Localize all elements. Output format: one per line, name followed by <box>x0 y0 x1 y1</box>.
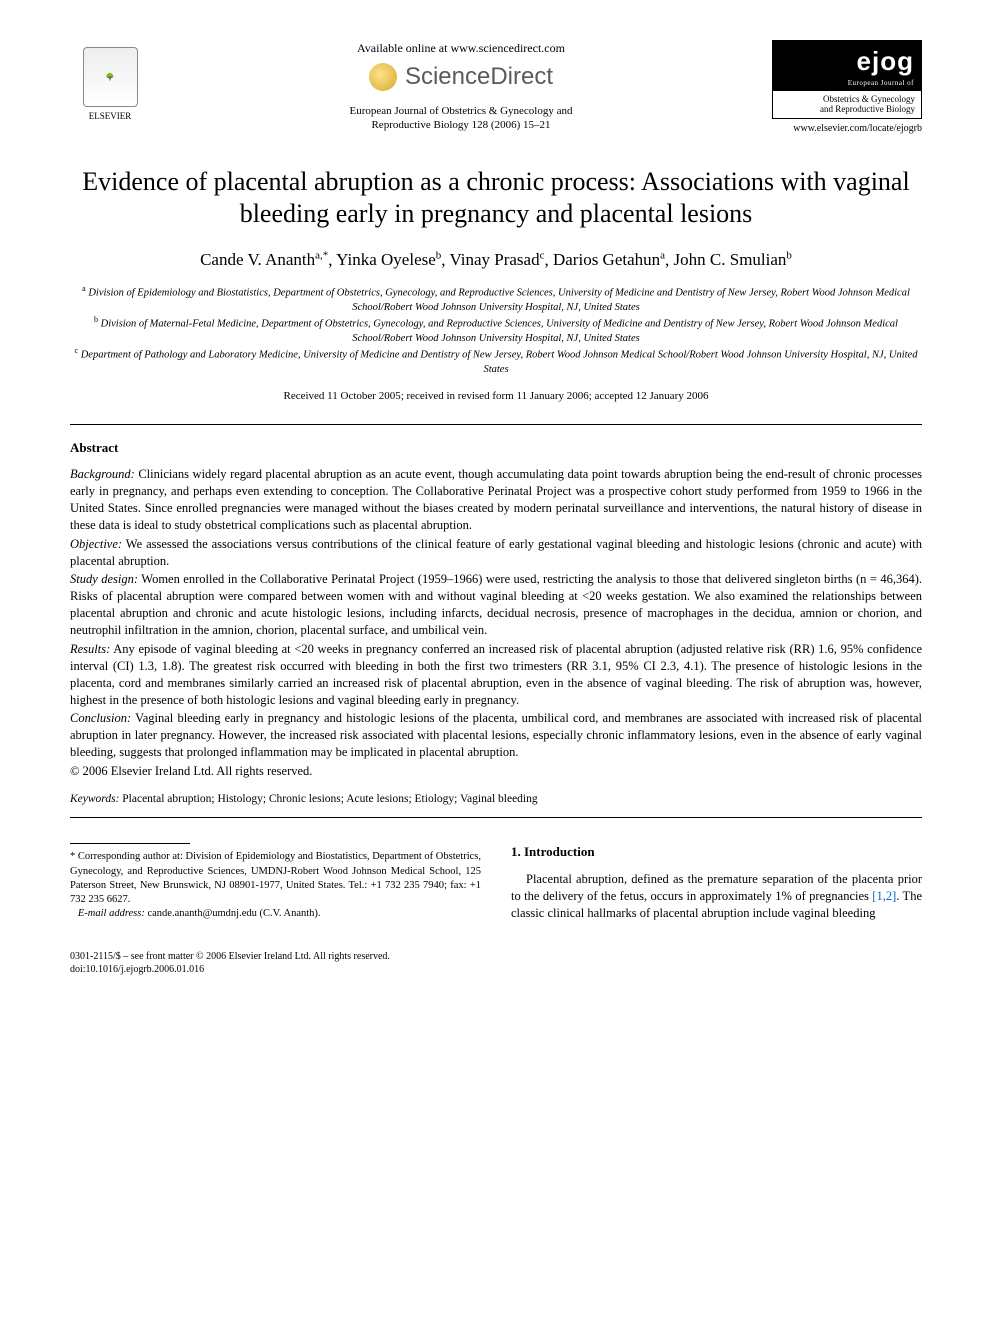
affiliation-a: a Division of Epidemiology and Biostatis… <box>70 284 922 315</box>
intro-text-a: Placental abruption, defined as the prem… <box>511 872 922 903</box>
divider-2 <box>70 817 922 818</box>
corresponding-text: * Corresponding author at: Division of E… <box>70 851 481 905</box>
elsevier-logo: 🌳 ELSEVIER <box>70 40 150 130</box>
affiliation-c: c Department of Pathology and Laboratory… <box>70 346 922 377</box>
affiliation-b: b Division of Maternal-Fetal Medicine, D… <box>70 315 922 346</box>
abstract-conclusion: Conclusion: Vaginal bleeding early in pr… <box>70 710 922 761</box>
conclusion-text: Vaginal bleeding early in pregnancy and … <box>70 711 922 759</box>
two-column-body: * Corresponding author at: Division of E… <box>70 843 922 921</box>
abstract-heading: Abstract <box>70 439 922 457</box>
keywords: Keywords: Placental abruption; Histology… <box>70 792 922 808</box>
sciencedirect-text: ScienceDirect <box>405 61 553 93</box>
background-label: Background: <box>70 467 135 481</box>
author-1: Yinka Oyeleseb <box>336 250 441 269</box>
footer-doi: doi:10.1016/j.ejogrb.2006.01.016 <box>70 963 922 976</box>
journal-ref-line2: Reproductive Biology 128 (2006) 15–21 <box>170 118 752 132</box>
journal-url: www.elsevier.com/locate/ejogrb <box>772 122 922 136</box>
conclusion-label: Conclusion: <box>70 711 131 725</box>
email-footnote: E-mail address: cande.ananth@umdnj.edu (… <box>70 907 481 921</box>
author-2: Vinay Prasadc <box>449 250 544 269</box>
abstract-copyright: © 2006 Elsevier Ireland Ltd. All rights … <box>70 763 922 780</box>
design-label: Study design: <box>70 572 138 586</box>
center-header: Available online at www.sciencedirect.co… <box>150 40 772 132</box>
available-online-text: Available online at www.sciencedirect.co… <box>170 40 752 56</box>
article-dates: Received 11 October 2005; received in re… <box>70 389 922 404</box>
page-header: 🌳 ELSEVIER Available online at www.scien… <box>70 40 922 136</box>
article-title: Evidence of placental abruption as a chr… <box>70 166 922 231</box>
ejog-subtitle-box: Obstetrics & Gynecology and Reproductive… <box>772 91 922 120</box>
sciencedirect-logo: ScienceDirect <box>170 61 752 93</box>
introduction-para1: Placental abruption, defined as the prem… <box>511 871 922 922</box>
ejog-line2: and Reproductive Biology <box>779 104 915 115</box>
ejog-sub: European Journal of <box>780 79 914 88</box>
lightbulb-icon <box>369 63 397 91</box>
journal-ref-line1: European Journal of Obstetrics & Gynecol… <box>170 104 752 118</box>
keywords-label: Keywords: <box>70 793 119 805</box>
corresponding-footnote: * Corresponding author at: Division of E… <box>70 850 481 907</box>
abstract-results: Results: Any episode of vaginal bleeding… <box>70 641 922 709</box>
footnote-divider <box>70 843 190 844</box>
email-label: E-mail address: <box>78 908 145 919</box>
results-text: Any episode of vaginal bleeding at <20 w… <box>70 642 922 707</box>
elsevier-tree-icon: 🌳 <box>83 47 138 107</box>
page-footer: 0301-2115/$ – see front matter © 2006 El… <box>70 950 922 976</box>
background-text: Clinicians widely regard placental abrup… <box>70 467 922 532</box>
design-text: Women enrolled in the Collaborative Peri… <box>70 572 922 637</box>
abstract-design: Study design: Women enrolled in the Coll… <box>70 571 922 639</box>
objective-text: We assessed the associations versus cont… <box>70 537 922 568</box>
right-column: 1. Introduction Placental abruption, def… <box>511 843 922 921</box>
journal-reference: European Journal of Obstetrics & Gynecol… <box>170 104 752 133</box>
author-3: Darios Getahuna <box>553 250 665 269</box>
divider <box>70 424 922 425</box>
results-label: Results: <box>70 642 110 656</box>
author-4: John C. Smulianb <box>674 250 792 269</box>
email-address[interactable]: cande.ananth@umdnj.edu (C.V. Ananth). <box>147 908 320 919</box>
keywords-text: Placental abruption; Histology; Chronic … <box>122 793 537 805</box>
ejog-main: ejog <box>780 44 914 79</box>
footer-line1: 0301-2115/$ – see front matter © 2006 El… <box>70 950 922 963</box>
ejog-line1: Obstetrics & Gynecology <box>779 94 915 105</box>
journal-logo: ejog European Journal of Obstetrics & Gy… <box>772 40 922 136</box>
introduction-heading: 1. Introduction <box>511 843 922 861</box>
ejog-logo-box: ejog European Journal of <box>772 40 922 91</box>
authors: Cande V. Anantha,*, Yinka Oyeleseb, Vina… <box>70 249 922 273</box>
abstract-objective: Objective: We assessed the associations … <box>70 536 922 570</box>
affiliations: a Division of Epidemiology and Biostatis… <box>70 284 922 377</box>
objective-label: Objective: <box>70 537 122 551</box>
elsevier-label: ELSEVIER <box>89 110 132 122</box>
abstract-background: Background: Clinicians widely regard pla… <box>70 466 922 534</box>
citation-link[interactable]: [1,2] <box>872 889 896 903</box>
left-column: * Corresponding author at: Division of E… <box>70 843 481 921</box>
author-0: Cande V. Anantha,* <box>200 250 328 269</box>
